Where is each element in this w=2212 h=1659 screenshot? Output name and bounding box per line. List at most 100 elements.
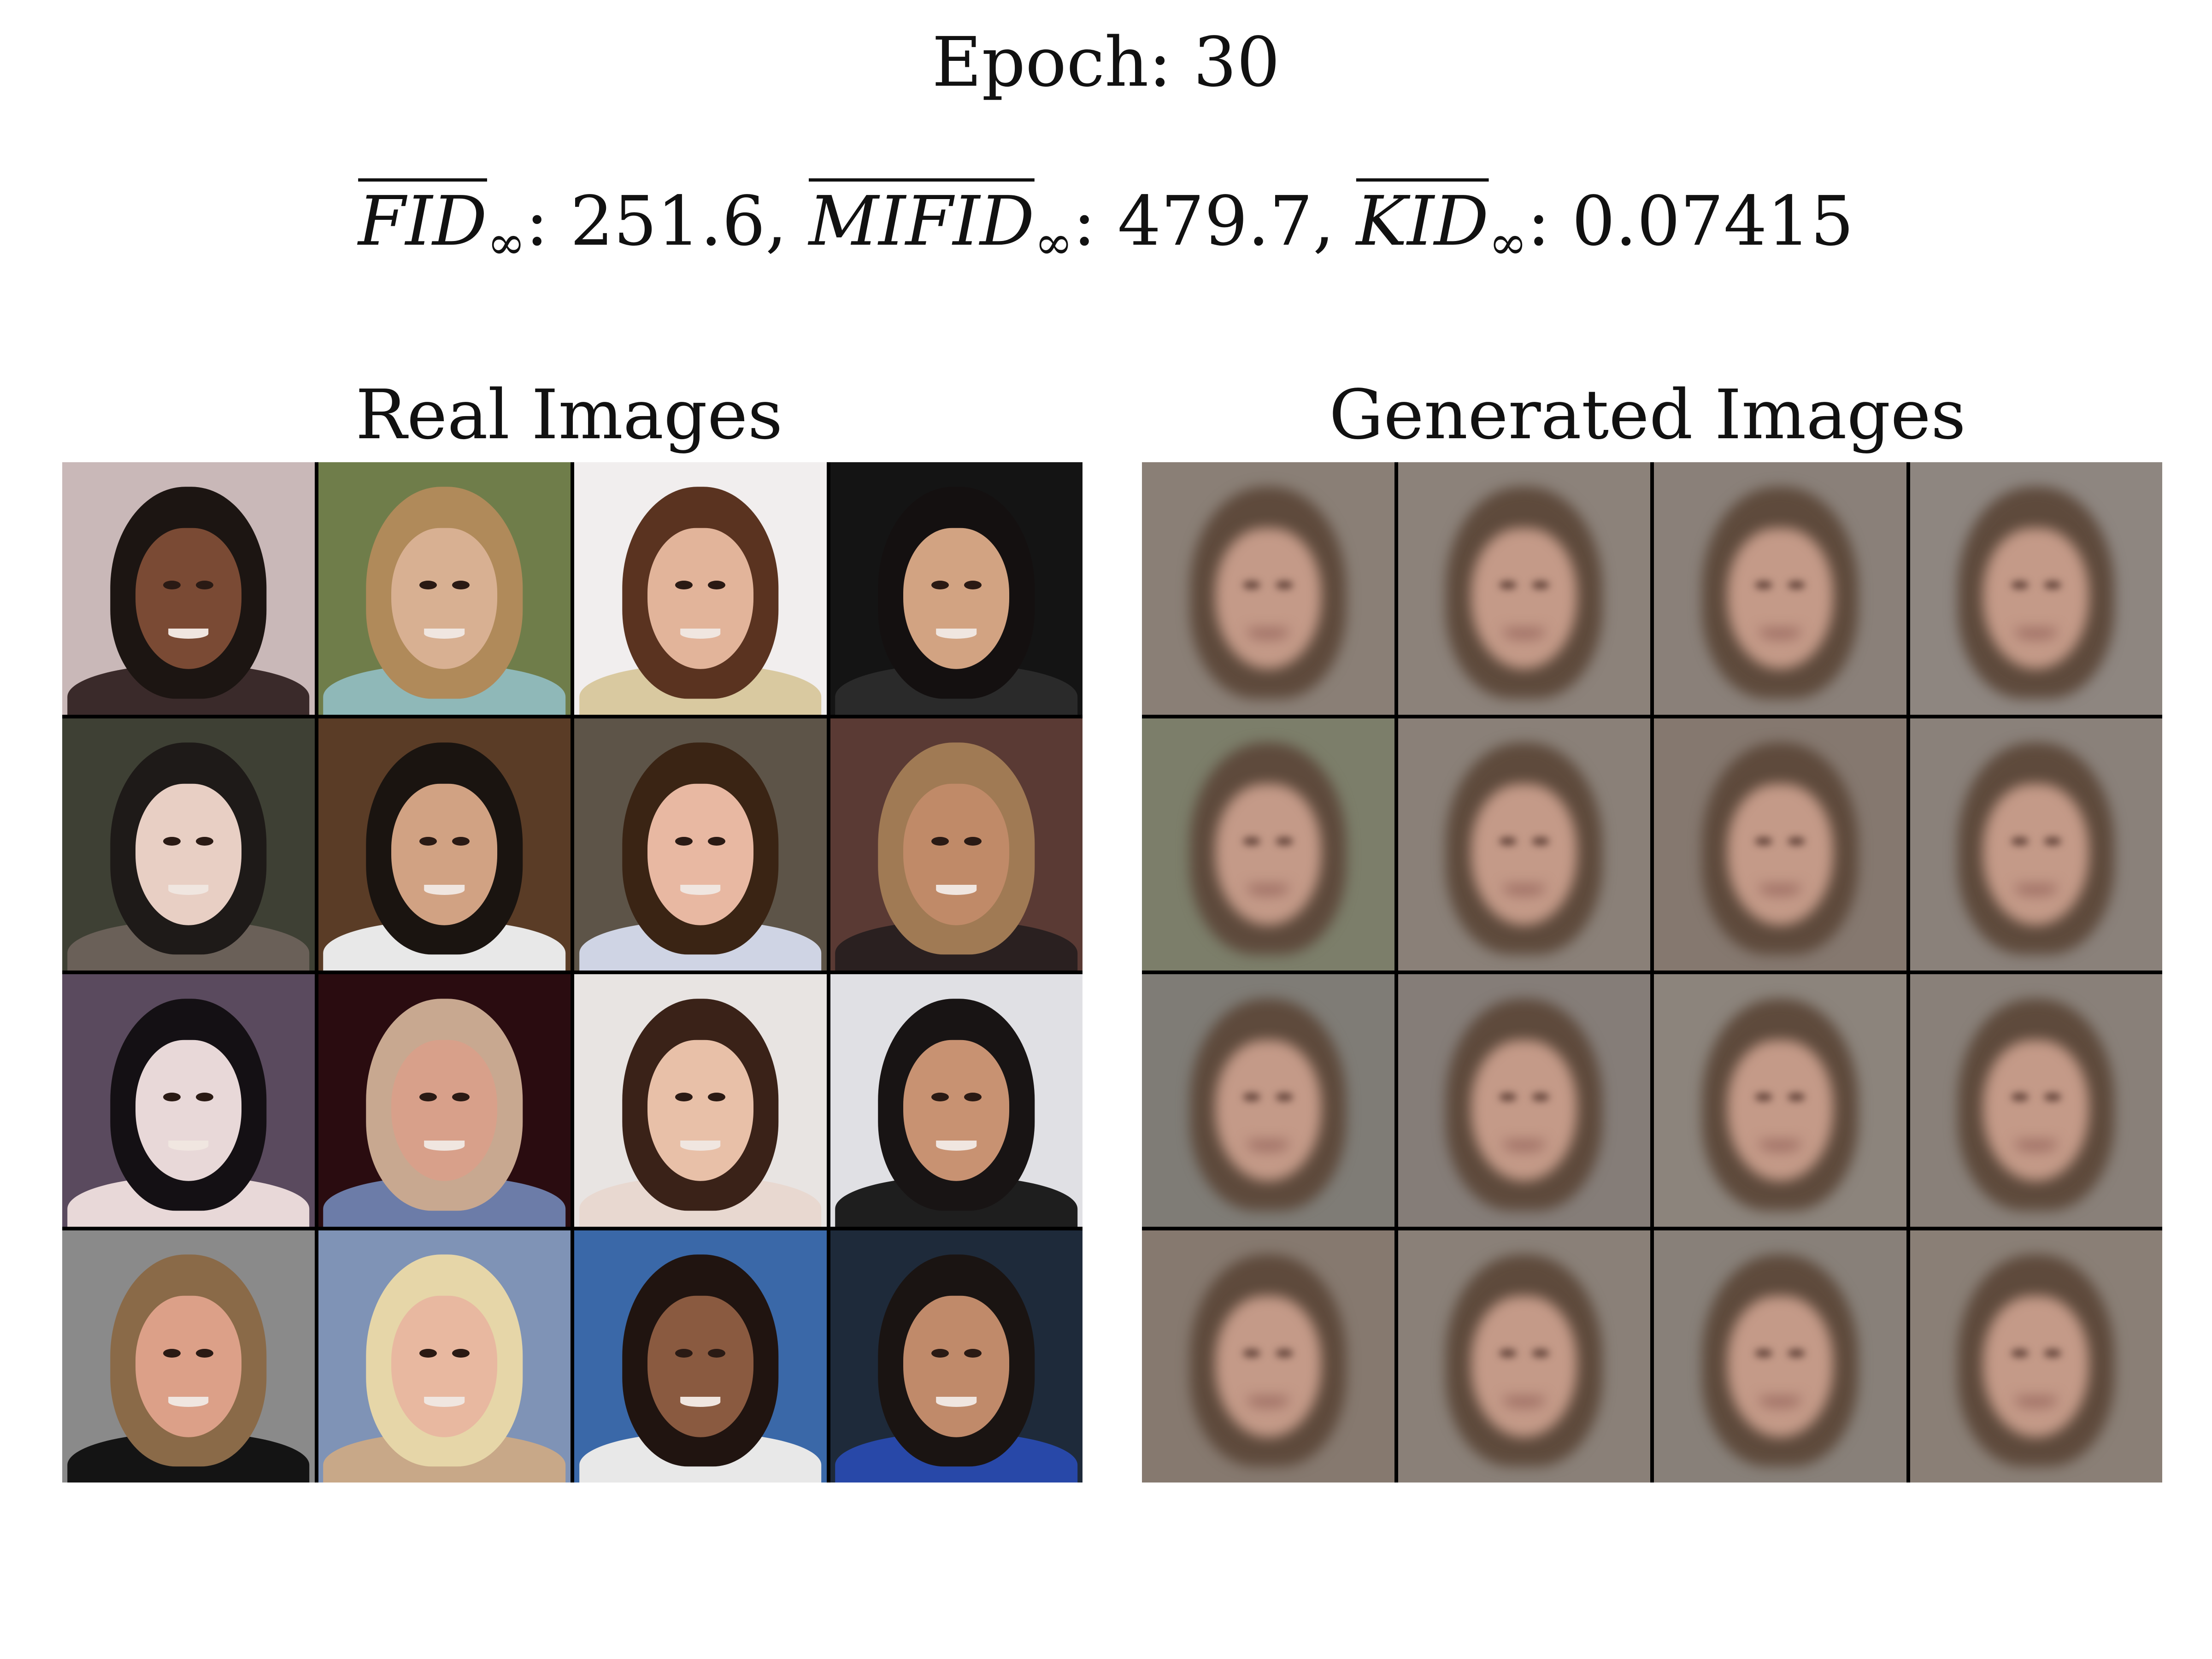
left-eye-shape — [1243, 836, 1261, 846]
left-eye-shape — [163, 581, 181, 590]
left-eye-shape — [1755, 1348, 1773, 1358]
real-image-tile — [574, 974, 827, 1227]
metric-kid-name: KID — [1356, 182, 1489, 261]
right-eye-shape — [196, 581, 214, 590]
real-image-tile — [574, 1230, 827, 1483]
face-shape — [1471, 528, 1577, 669]
face-shape — [1471, 783, 1577, 925]
metric-mifid-subscript: ∞ — [1034, 216, 1073, 270]
face-shape — [903, 528, 1010, 669]
left-eye-shape — [419, 836, 437, 846]
left-eye-shape — [2011, 1093, 2029, 1102]
mouth-shape — [1504, 1141, 1545, 1151]
real-image-tile — [318, 1230, 571, 1483]
right-eye-shape — [708, 1093, 726, 1102]
left-eye-shape — [163, 1093, 181, 1102]
right-eye-shape — [964, 1093, 982, 1102]
right-eye-shape — [1531, 1348, 1549, 1358]
mouth-shape — [168, 629, 209, 639]
right-eye-shape — [1531, 1093, 1549, 1102]
real-image-tile — [574, 462, 827, 715]
mouth-shape — [424, 1396, 465, 1407]
right-eye-shape — [196, 1093, 214, 1102]
right-eye-shape — [964, 1348, 982, 1358]
right-eye-shape — [452, 1093, 470, 1102]
mouth-shape — [2016, 1396, 2057, 1407]
left-eye-shape — [1499, 581, 1517, 590]
face-shape — [1727, 528, 1833, 669]
face-shape — [1727, 1040, 1833, 1181]
metric-fid-value: 251.6 — [570, 182, 765, 261]
left-eye-shape — [163, 1348, 181, 1358]
mouth-shape — [2016, 629, 2057, 639]
real-image-tile — [318, 462, 571, 715]
face-shape — [1983, 1040, 2089, 1181]
right-eye-shape — [2043, 836, 2061, 846]
left-eye-shape — [931, 1093, 949, 1102]
real-image-tile — [830, 718, 1082, 971]
face-shape — [1727, 783, 1833, 925]
mouth-shape — [936, 1141, 977, 1151]
generated-image-tile — [1910, 462, 2162, 715]
face-shape — [647, 528, 753, 669]
real-image-tile — [62, 1230, 315, 1483]
metric-fid-name: FID — [358, 182, 487, 261]
face-shape — [647, 1295, 753, 1437]
face-shape — [1727, 1295, 1833, 1437]
right-eye-shape — [1276, 1093, 1294, 1102]
real-image-tile — [830, 974, 1082, 1227]
mouth-shape — [168, 1141, 209, 1151]
left-eye-shape — [1243, 1348, 1261, 1358]
generated-image-tile — [1398, 718, 1650, 971]
left-eye-shape — [675, 1093, 693, 1102]
right-eye-shape — [2043, 1093, 2061, 1102]
right-eye-shape — [708, 581, 726, 590]
mouth-shape — [1759, 1141, 1800, 1151]
generated-image-tile — [1142, 718, 1394, 971]
right-eye-shape — [2043, 581, 2061, 590]
left-eye-shape — [931, 836, 949, 846]
epoch-title: Epoch: 30 — [932, 23, 1280, 102]
face-shape — [1983, 1295, 2089, 1437]
metric-fid-subscript: ∞ — [487, 216, 526, 270]
metric-mifid-value: 479.7 — [1118, 182, 1313, 261]
right-eye-shape — [1276, 1348, 1294, 1358]
mouth-shape — [2016, 884, 2057, 895]
face-shape — [647, 783, 753, 925]
metric-kid-value: 0.07415 — [1571, 182, 1854, 261]
mouth-shape — [2016, 1141, 2057, 1151]
mouth-shape — [168, 1396, 209, 1407]
right-eye-shape — [964, 581, 982, 590]
left-eye-shape — [1755, 836, 1773, 846]
generated-image-tile — [1654, 718, 1906, 971]
generated-image-tile — [1654, 1230, 1906, 1483]
left-eye-shape — [419, 581, 437, 590]
real-images-title: Real Images — [355, 375, 783, 454]
mouth-shape — [1759, 1396, 1800, 1407]
mouth-shape — [424, 629, 465, 639]
face-shape — [135, 528, 241, 669]
face-shape — [391, 783, 498, 925]
mouth-shape — [1504, 884, 1545, 895]
left-eye-shape — [931, 1348, 949, 1358]
left-eye-shape — [419, 1348, 437, 1358]
mouth-shape — [1247, 629, 1288, 639]
left-eye-shape — [675, 581, 693, 590]
real-image-tile — [830, 462, 1082, 715]
face-shape — [135, 1040, 241, 1181]
right-eye-shape — [452, 1348, 470, 1358]
face-shape — [1471, 1295, 1577, 1437]
face-shape — [1215, 783, 1321, 925]
metric-kid-subscript: ∞ — [1488, 216, 1527, 270]
generated-image-tile — [1910, 718, 2162, 971]
left-eye-shape — [675, 1348, 693, 1358]
generated-image-tile — [1398, 1230, 1650, 1483]
metric-separator: , — [765, 182, 809, 261]
right-eye-shape — [1531, 836, 1549, 846]
face-shape — [391, 528, 498, 669]
face-shape — [1983, 528, 2089, 669]
right-eye-shape — [1276, 836, 1294, 846]
mouth-shape — [424, 884, 465, 895]
metric-fid: FID∞: 251.6, — [358, 182, 809, 270]
left-eye-shape — [1755, 1093, 1773, 1102]
